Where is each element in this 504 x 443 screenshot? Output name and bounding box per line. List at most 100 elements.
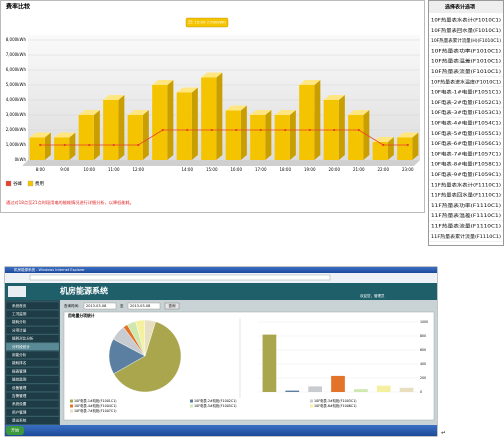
menu-item[interactable] [5,367,60,376]
bar [354,389,368,392]
menu-item[interactable] [5,301,60,310]
x-tick-label: 10:00 [83,167,95,172]
meter-item: 10F热量表进水温度(F1010C1) [431,78,501,85]
line-marker [235,128,238,132]
y-tick-label: 6,000kWh [6,67,27,72]
bar-front [103,100,119,160]
menu-label: 报表管理 [12,368,27,373]
floor [22,160,420,166]
date-input[interactable] [83,302,117,310]
meter-item: 10F热量表累计流量(H)(F1010C1) [431,37,501,44]
bar-front [274,115,290,160]
bar-side [289,110,296,160]
bar [176,87,198,160]
bar [399,387,414,392]
menu-item[interactable] [5,334,60,343]
line-marker [186,128,189,132]
meter-list-title: 选择表计选项 [445,4,475,11]
legend-label: 谷峰 [13,180,22,187]
y-tick-label: 200 [420,376,426,380]
bar-top [348,110,370,115]
meter-item: 10F热量表功率(F1010C1) [431,47,501,54]
menu-item[interactable] [5,318,60,326]
window-titlebar [5,267,437,273]
legend-swatch [70,409,73,413]
query-button-label: 查询 [169,303,176,308]
menu-label: 告警管理 [12,393,27,398]
query-end: 2013-03-08 [130,304,150,308]
legend-label: 10F电表-7#机柜(F1007C1) [74,408,117,413]
legend-swatch [310,399,313,403]
menu-item[interactable] [5,416,60,425]
x-tick-label: 8:00 [36,167,45,172]
start-button[interactable] [6,426,24,435]
line-marker [161,128,164,132]
legend-swatch [190,399,193,403]
menu-item[interactable] [5,375,60,384]
bar [127,110,149,160]
bar [152,80,174,160]
menu-item[interactable] [5,408,60,417]
taskbar [5,425,437,436]
bar-side [191,87,198,160]
meter-item: 11F热量表流量(F1110C1) [431,223,501,230]
x-tick-label: 11:00 [108,167,120,172]
bar-front [397,137,413,160]
meter-item: 10F热量表水表计(F1010C1) [431,17,501,24]
menu-label: 用能分析 [12,352,27,357]
bar-front [348,115,364,160]
bar [29,132,51,160]
bar-front [152,85,168,160]
pie-slice [113,321,182,393]
menu-label: 退出系统 [12,418,27,423]
legend-label: 10F电表-1#机柜(F1001C1) [74,398,117,403]
bar-side [314,80,321,160]
bar [372,137,394,160]
menu-item[interactable] [5,326,60,335]
menu-item[interactable] [5,310,60,318]
query-to: 至 [120,304,124,308]
bar-top [323,95,345,100]
date-input[interactable] [127,302,161,310]
bar-top [54,132,76,138]
query-button[interactable] [164,302,180,310]
y-tick-label: 400 [420,362,426,366]
meter-item: 10F电表-5#电量(F1055C1) [431,130,501,137]
app-header-title: 机房能源系统 [60,286,108,296]
menu-item[interactable] [5,351,60,359]
bar-top [176,87,198,93]
menu-item[interactable] [5,342,60,351]
menu-item[interactable] [5,359,60,367]
legend-label: 10F电表-2#机柜(F1002C1) [194,398,237,403]
bar-top [372,137,394,142]
x-tick-label: 15:00 [206,167,218,172]
line-marker [259,128,262,132]
bar [201,72,223,160]
query-label: 查询时间: [64,303,79,308]
menu-item[interactable] [5,383,60,392]
bar [250,110,272,160]
y-tick-label: 600 [420,348,426,352]
meter-item: 11F热量表累计流量(F1110C1) [431,233,501,240]
window-title: 机房能源系统 - Windows Internet Explorer [14,267,85,272]
menu-label: 系统设置 [12,401,27,406]
y-tick-label: 2,000kWh [6,127,27,132]
menu-item[interactable] [5,400,60,408]
address-bar[interactable] [29,274,331,281]
meter-item: 10F电表-6#电量(F1056C1) [431,140,501,147]
meter-item: 10F电表-1#电量(F1051C1) [431,89,501,96]
bar-front [299,85,315,160]
bar-front [250,115,266,160]
bar [262,334,277,392]
legend-swatch [190,404,193,408]
line-marker [210,128,213,132]
bar-side [338,95,345,160]
x-tick-label: 9:00 [60,167,69,172]
menu-item[interactable] [5,392,60,400]
line-marker [333,128,336,132]
menu-label: 系统首页 [12,303,27,308]
meter-item: 11F热量表水表计(F1110C1) [431,181,501,188]
app-header [5,283,437,300]
legend-swatch [310,404,313,408]
